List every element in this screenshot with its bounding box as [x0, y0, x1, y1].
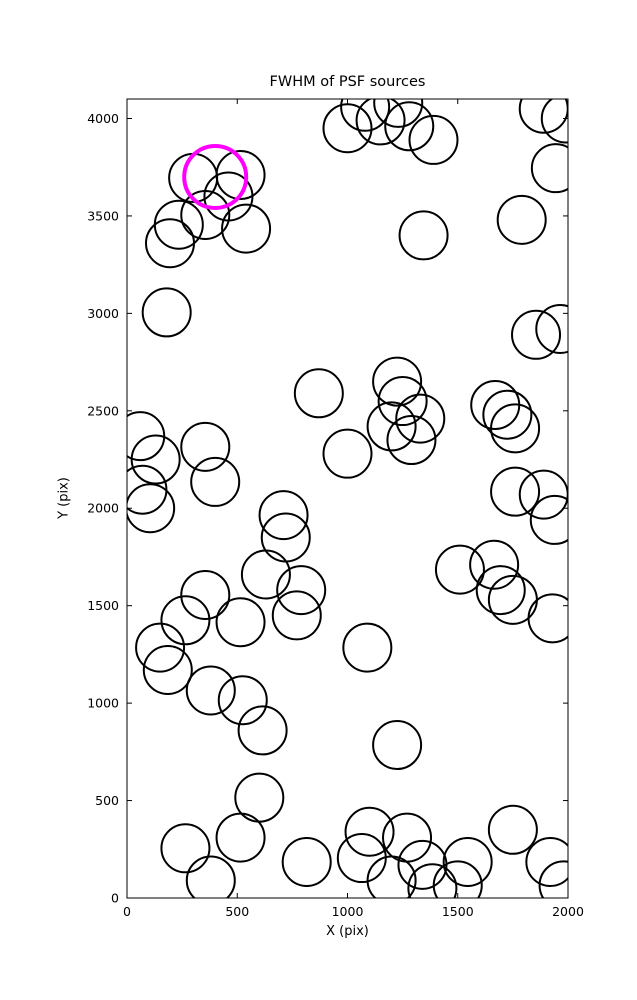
y-axis-label: Y (pix): [56, 477, 72, 519]
psf-source-marker: [180, 189, 231, 240]
y-tick-label: 2500: [87, 403, 119, 418]
psf-source-marker: [160, 595, 211, 646]
psf-source-marker: [190, 456, 241, 507]
psf-source-marker: [340, 99, 391, 132]
psf-source-marker: [525, 836, 568, 887]
psf-source-marker: [355, 99, 406, 146]
psf-source-marker: [135, 622, 186, 673]
y-tick-label: 3500: [87, 208, 119, 223]
psf-source-marker: [142, 644, 193, 695]
psf-source-marker: [180, 421, 231, 472]
psf-source-marker: [490, 466, 541, 517]
psf-source-marker: [215, 150, 266, 201]
psf-source-marker: [527, 593, 568, 644]
psf-source-marker: [487, 574, 538, 625]
y-tick-label: 3000: [87, 306, 119, 321]
x-tick-label: 0: [123, 904, 131, 919]
psf-source-marker: [490, 403, 541, 454]
psf-source-marker: [215, 812, 266, 863]
y-tick-label: 1500: [87, 598, 119, 613]
psf-source-marker: [144, 218, 195, 269]
psf-source-marker: [276, 565, 327, 616]
y-tick-label: 1000: [87, 696, 119, 711]
psf-source-marker: [180, 569, 231, 620]
psf-source-marker: [240, 549, 291, 600]
psf-source-marker: [258, 490, 309, 541]
psf-source-marker: [127, 464, 168, 515]
psf-source-marker: [322, 103, 373, 154]
psf-source-marker: [530, 143, 568, 194]
psf-source-marker: [384, 101, 435, 152]
psf-source-marker: [271, 590, 322, 641]
psf-source-marker: [221, 203, 272, 254]
psf-source-marker: [395, 393, 446, 444]
y-tick-label: 500: [95, 793, 119, 808]
y-tick-label: 2000: [87, 501, 119, 516]
psf-source-marker: [373, 99, 424, 128]
psf-source-marker: [535, 303, 568, 354]
psf-source-marker: [377, 376, 428, 427]
psf-source-marker: [344, 806, 395, 857]
psf-source-marker: [322, 428, 373, 479]
psf-source-marker: [336, 833, 387, 884]
psf-source-marker: [130, 434, 181, 485]
psf-source-marker: [511, 309, 562, 360]
psf-source-marker: [153, 199, 204, 250]
psf-source-marker: [408, 114, 459, 165]
psf-source-marker: [281, 836, 332, 887]
psf-source-marker: [469, 539, 520, 590]
psf-source-marker: [366, 855, 417, 898]
psf-source-marker: [432, 860, 483, 898]
psf-source-marker: [482, 389, 533, 440]
psf-source-marker: [475, 565, 526, 616]
psf-source-marker: [434, 544, 485, 595]
psf-source-marker: [538, 860, 568, 898]
psf-source-marker: [185, 855, 236, 898]
highlighted-source-marker: [182, 143, 249, 210]
psf-source-marker: [366, 401, 417, 452]
psf-source-marker: [382, 812, 433, 863]
psf-source-marker: [487, 804, 538, 855]
psf-source-marker: [372, 720, 423, 771]
psf-source-marker: [540, 99, 568, 144]
x-tick-label: 2000: [552, 904, 584, 919]
psf-source-marker: [185, 665, 236, 716]
psf-source-marker: [342, 622, 393, 673]
x-tick-label: 1000: [332, 904, 364, 919]
psf-source-marker: [529, 494, 568, 545]
psf-source-marker: [127, 483, 176, 534]
psf-source-marker: [237, 705, 288, 756]
psf-source-marker: [407, 863, 458, 898]
psf-source-marker: [141, 287, 192, 338]
psf-source-marker: [398, 210, 449, 261]
axes-frame: [126, 98, 569, 899]
psf-source-marker: [372, 356, 423, 407]
x-axis-label: X (pix): [326, 924, 369, 939]
y-tick-label: 0: [111, 891, 119, 906]
psf-source-marker: [518, 469, 568, 520]
psf-source-marker: [496, 194, 547, 245]
x-tick-label: 500: [225, 904, 249, 919]
psf-source-marker: [442, 836, 493, 887]
psf-source-marker: [217, 675, 268, 726]
psf-source-marker: [386, 415, 437, 466]
y-tick-label: 4000: [87, 111, 119, 126]
psf-source-marker: [215, 597, 266, 648]
chart-title: FWHM of PSF sources: [269, 74, 426, 90]
psf-source-marker: [260, 512, 311, 563]
psf-source-marker: [160, 823, 211, 874]
x-tick-label: 1500: [442, 904, 474, 919]
psf-source-marker: [293, 368, 344, 419]
